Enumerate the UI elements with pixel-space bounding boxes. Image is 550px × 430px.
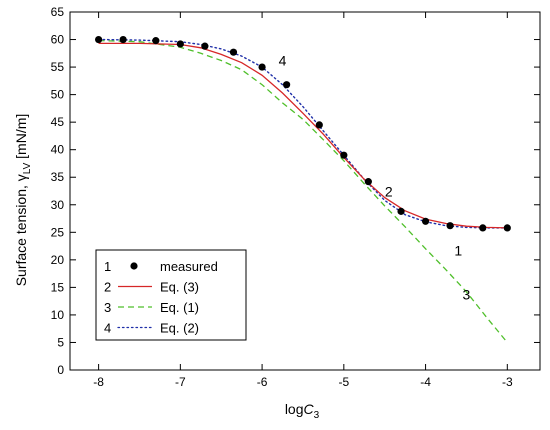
curve-annotation-1: 1	[454, 242, 462, 258]
y-tick-label: 35	[51, 170, 65, 184]
x-axis-title: logC3	[285, 401, 320, 421]
curve-annotation-3: 3	[463, 287, 471, 303]
legend-label: measured	[160, 259, 218, 274]
y-tick-label: 50	[51, 88, 65, 102]
legend-marker-measured	[130, 262, 138, 270]
measured-point	[503, 224, 511, 232]
legend: 1 measured 2 Eq. (3) 3 Eq. (1) 4 Eq. (2)	[95, 249, 247, 341]
curve-annotation-2: 2	[385, 184, 393, 200]
y-tick-label: 60	[51, 33, 65, 47]
y-axis-title: Surface tension, γLV [mN/m]	[13, 114, 33, 287]
legend-label: Eq. (3)	[160, 280, 199, 295]
legend-number: 1	[104, 259, 111, 274]
x-tick-label: -5	[338, 375, 349, 389]
measured-point	[176, 40, 184, 48]
y-tick-label: 15	[51, 280, 65, 294]
legend-number: 3	[104, 300, 111, 315]
y-axis-title-main: Surface tension,	[13, 181, 29, 286]
y-axis-title-subscript: LV	[22, 162, 33, 174]
measured-point	[283, 81, 291, 89]
series-line-eq3	[98, 42, 508, 229]
measured-point	[201, 42, 209, 50]
legend-label: Eq. (1)	[160, 300, 199, 315]
x-axis-title-var: C	[304, 401, 315, 417]
x-tick-label: -4	[420, 375, 431, 389]
x-tick-label: -8	[93, 375, 104, 389]
x-tick-label: -6	[257, 375, 268, 389]
y-tick-label: 40	[51, 143, 65, 157]
y-tick-label: 30	[51, 198, 65, 212]
legend-label: Eq. (2)	[160, 321, 199, 336]
y-axis-title-symbol: γ	[13, 174, 29, 181]
measured-point	[152, 37, 160, 45]
plot-area	[69, 11, 541, 371]
series-line-eq2	[97, 38, 508, 229]
y-tick-label: 5	[57, 335, 64, 349]
y-tick-label: 55	[51, 60, 65, 74]
curve-annotation-4: 4	[279, 52, 287, 68]
y-tick-label: 0	[57, 363, 64, 377]
x-tick-label: -3	[502, 375, 513, 389]
series-line-eq1	[98, 39, 508, 343]
measured-point	[364, 178, 372, 186]
measured-point	[258, 63, 266, 71]
y-axis-title-unit: [mN/m]	[13, 114, 29, 163]
measured-point	[479, 224, 487, 232]
x-axis-title-main: log	[285, 401, 304, 417]
legend-number: 4	[104, 321, 111, 336]
measured-point	[340, 151, 348, 159]
x-axis-title-subscript: 3	[314, 410, 320, 421]
y-tick-label: 20	[51, 253, 65, 267]
y-tick-label: 25	[51, 225, 65, 239]
measured-point	[397, 207, 405, 215]
measured-point	[315, 121, 323, 129]
legend-number: 2	[104, 280, 111, 295]
measured-point	[446, 222, 454, 230]
legend-box	[95, 249, 247, 341]
measured-point	[421, 217, 430, 225]
y-tick-label: 65	[51, 5, 65, 19]
y-tick-label: 10	[51, 308, 65, 322]
measured-point	[229, 48, 238, 56]
y-tick-label: 45	[51, 115, 65, 129]
measured-point	[95, 35, 103, 44]
measured-point	[119, 35, 127, 44]
x-tick-label: -7	[175, 375, 186, 389]
